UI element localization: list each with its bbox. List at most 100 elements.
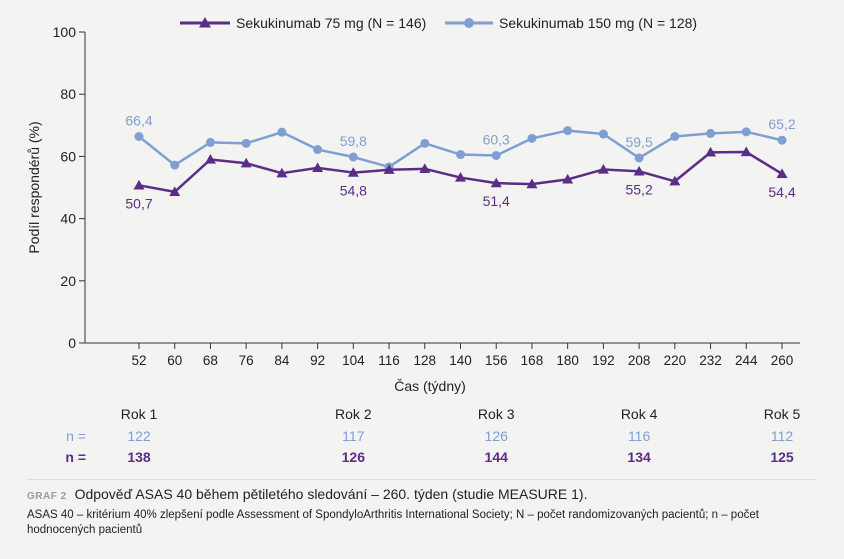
year-table: n = n = Rok 1 122 138 Rok 2 117 126 Rok 3 126 144 R… bbox=[65, 406, 800, 465]
y-tick-label: 20 bbox=[60, 273, 76, 289]
data-point-150mg bbox=[241, 138, 251, 148]
n-value-150mg: 116 bbox=[628, 428, 651, 444]
n-value-75mg: 126 bbox=[342, 449, 366, 465]
data-point-75mg bbox=[526, 178, 538, 189]
data-point-75mg bbox=[633, 165, 645, 176]
n-value-75mg: 144 bbox=[485, 449, 509, 465]
data-point-75mg bbox=[597, 163, 609, 174]
n-value-75mg: 134 bbox=[627, 449, 651, 465]
data-point-150mg bbox=[670, 131, 680, 141]
data-point-150mg bbox=[634, 153, 644, 163]
data-point-150mg bbox=[491, 150, 501, 160]
caption-tag: GRAF 2 bbox=[27, 491, 67, 502]
data-point-150mg bbox=[348, 152, 358, 162]
x-tick-label: 232 bbox=[699, 353, 722, 368]
data-point-75mg bbox=[347, 167, 359, 177]
data-label-150mg: 66,4 bbox=[125, 112, 152, 128]
data-label-75mg: 50,7 bbox=[125, 195, 152, 211]
legend-label-75mg: Sekukinumab 75 mg (N = 146) bbox=[236, 15, 426, 31]
data-point-75mg bbox=[562, 173, 574, 184]
x-tick-label: 76 bbox=[239, 353, 254, 368]
x-tick-label: 140 bbox=[449, 353, 472, 368]
y-axis-title: Podíl respondérů (%) bbox=[26, 121, 42, 253]
data-point-150mg bbox=[205, 137, 215, 147]
legend-marker-150mg bbox=[464, 18, 474, 28]
data-point-150mg bbox=[420, 138, 430, 148]
data-label-150mg: 59,8 bbox=[340, 133, 367, 149]
year-label: Rok 4 bbox=[621, 406, 658, 422]
n-value-150mg: 122 bbox=[127, 428, 151, 444]
data-point-75mg bbox=[133, 179, 145, 190]
year-label: Rok 3 bbox=[478, 406, 515, 422]
data-point-75mg bbox=[455, 172, 466, 182]
chart-legend: Sekukinumab 75 mg (N = 146) Sekukinumab 1… bbox=[180, 15, 697, 31]
data-point-150mg bbox=[277, 127, 287, 137]
line-chart: 0 20 40 60 80 100 52 60 68 76 84 92 104 116 128 140 156 1… bbox=[26, 15, 800, 465]
x-tick-label: 192 bbox=[592, 353, 615, 368]
year-label: Rok 2 bbox=[335, 406, 372, 422]
data-point-150mg bbox=[456, 150, 465, 160]
data-label-75mg: 54,8 bbox=[340, 183, 367, 199]
data-point-75mg bbox=[705, 146, 717, 157]
y-tick-label: 0 bbox=[68, 335, 76, 351]
data-point-75mg bbox=[312, 162, 324, 173]
data-label-150mg: 65,2 bbox=[768, 116, 795, 132]
n-value-150mg: 117 bbox=[342, 428, 365, 444]
x-tick-label: 104 bbox=[342, 353, 365, 368]
y-tick-label: 40 bbox=[60, 211, 76, 227]
data-point-150mg bbox=[313, 145, 323, 155]
data-label-150mg: 59,5 bbox=[625, 134, 652, 150]
data-point-150mg bbox=[563, 126, 573, 136]
data-point-75mg bbox=[740, 146, 752, 157]
n-value-75mg: 138 bbox=[127, 449, 151, 465]
data-label-75mg: 55,2 bbox=[625, 181, 652, 197]
x-tick-label: 168 bbox=[521, 353, 544, 368]
chart-series: 66,4 59,8 60,3 59,5 65,2 50,7 54,8 51,4 55,2 54,4 bbox=[125, 112, 795, 211]
x-tick-label: 260 bbox=[771, 353, 794, 368]
n-row-label-150mg: n = bbox=[66, 428, 86, 444]
y-tick-label: 80 bbox=[60, 86, 76, 102]
year-label: Rok 1 bbox=[121, 406, 158, 422]
data-point-75mg bbox=[240, 157, 252, 168]
x-axis-title: Čas (týdny) bbox=[394, 378, 466, 394]
x-tick-label: 220 bbox=[664, 353, 687, 368]
n-value-150mg: 112 bbox=[771, 428, 794, 444]
caption-title-line: GRAF 2 Odpověď ASAS 40 během pětiletého … bbox=[27, 486, 827, 502]
caption-divider bbox=[27, 479, 817, 480]
x-tick-label: 180 bbox=[556, 353, 579, 368]
figure-caption: GRAF 2 Odpověď ASAS 40 během pětiletého … bbox=[27, 486, 827, 538]
data-label-75mg: 51,4 bbox=[483, 193, 510, 209]
x-tick-label: 84 bbox=[274, 353, 290, 368]
data-point-75mg bbox=[383, 164, 395, 174]
x-tick-label: 60 bbox=[167, 353, 182, 368]
x-tick-label: 244 bbox=[735, 353, 758, 368]
x-tick-label: 68 bbox=[203, 353, 218, 368]
y-tick-label: 100 bbox=[53, 24, 77, 40]
data-label-75mg: 54,4 bbox=[768, 184, 795, 200]
caption-description: ASAS 40 – kritérium 40% zlepšení podle A… bbox=[27, 509, 759, 536]
n-row-label-75mg: n = bbox=[65, 449, 86, 465]
data-point-75mg bbox=[669, 175, 681, 186]
data-point-75mg bbox=[169, 186, 181, 196]
n-value-75mg: 125 bbox=[770, 449, 794, 465]
data-point-75mg bbox=[419, 163, 431, 173]
data-point-150mg bbox=[527, 133, 537, 143]
x-tick-label: 156 bbox=[485, 353, 508, 368]
y-tick-label: 60 bbox=[60, 148, 76, 164]
data-point-150mg bbox=[170, 160, 180, 170]
data-point-75mg bbox=[276, 167, 288, 178]
data-point-75mg bbox=[490, 177, 502, 188]
x-tick-label: 116 bbox=[378, 353, 400, 368]
data-label-150mg: 60,3 bbox=[483, 131, 510, 147]
year-label: Rok 5 bbox=[764, 406, 801, 422]
x-tick-label: 92 bbox=[310, 353, 325, 368]
caption-title: Odpověď ASAS 40 během pětiletého sledová… bbox=[74, 486, 588, 502]
data-point-150mg bbox=[777, 135, 787, 145]
legend-label-150mg: Sekukinumab 150 mg (N = 128) bbox=[499, 15, 697, 31]
legend-marker-75mg bbox=[199, 17, 211, 28]
data-point-75mg bbox=[776, 168, 788, 178]
data-point-75mg bbox=[204, 154, 216, 164]
data-point-150mg bbox=[741, 127, 751, 137]
x-tick-label: 52 bbox=[131, 353, 146, 368]
chart-axes: 0 20 40 60 80 100 52 60 68 76 84 92 104 116 128 140 156 1… bbox=[26, 24, 800, 394]
